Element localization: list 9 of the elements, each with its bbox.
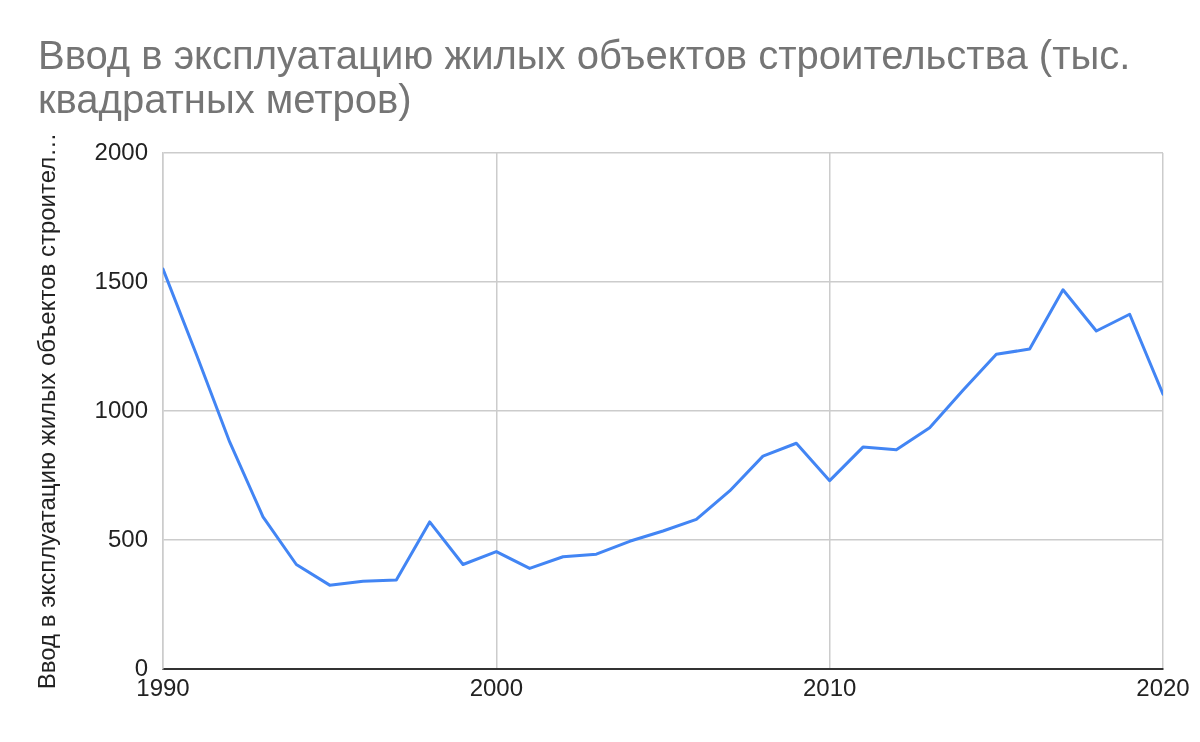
y-tick-label: 1500 <box>94 266 148 294</box>
y-tick-label: 1000 <box>94 395 148 423</box>
y-tick-label: 500 <box>107 524 148 552</box>
y-axis-title: Ввод в эксплуатацию жилых объектов строител… <box>33 132 61 690</box>
y-tick-label: 2000 <box>94 137 148 165</box>
x-tick-label: 2010 <box>802 674 857 702</box>
x-tick-label: 2000 <box>469 674 524 702</box>
x-tick-label: 2020 <box>1136 674 1190 702</box>
chart-title: Ввод в эксплуатацию жилых объектов строительства (тыс. квадратных метров) <box>38 33 1132 121</box>
